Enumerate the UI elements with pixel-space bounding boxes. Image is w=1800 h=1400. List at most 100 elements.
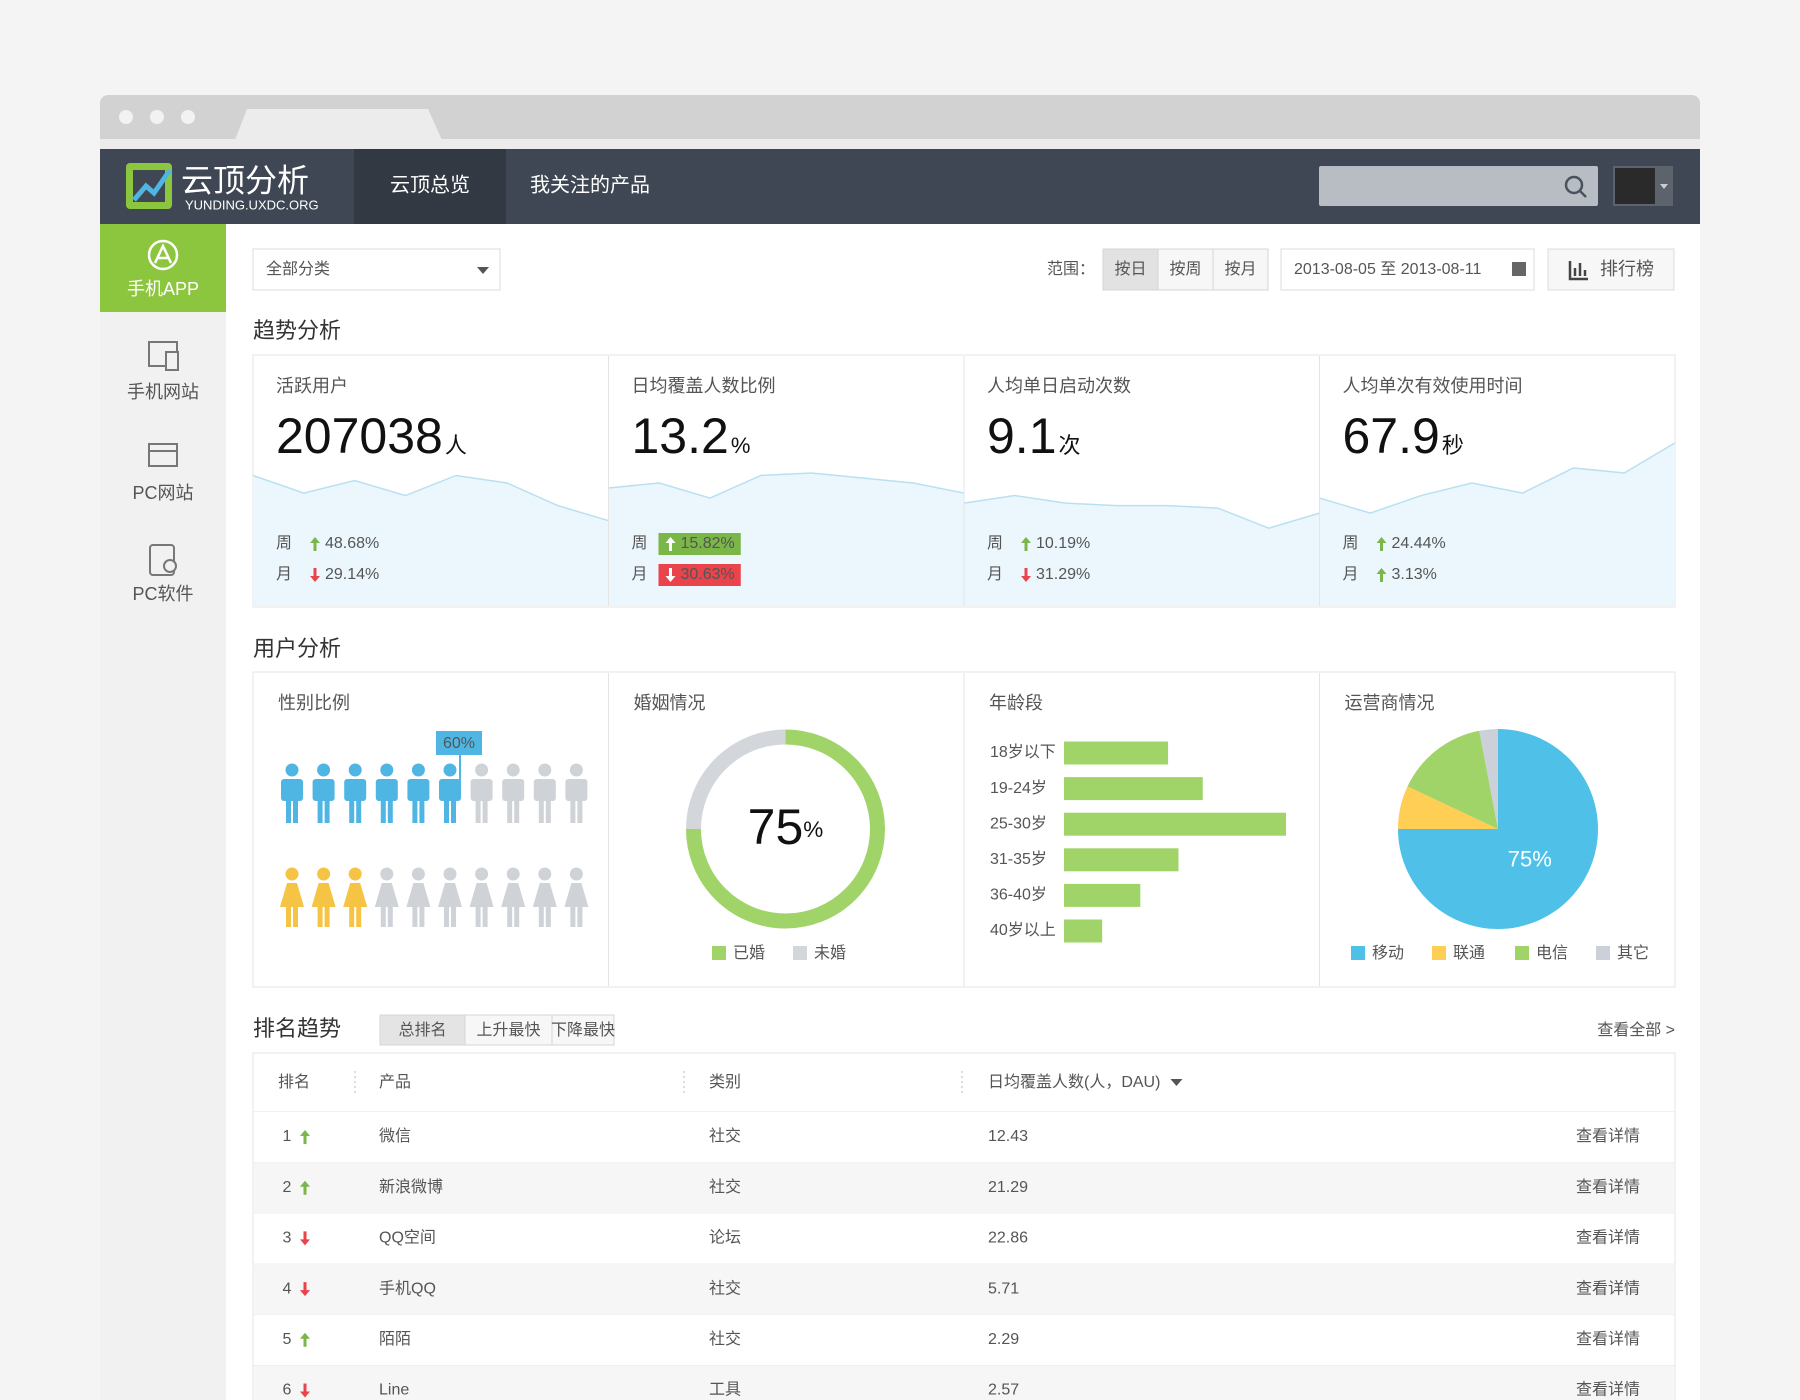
leg <box>538 799 544 823</box>
legend-label: 移动 <box>1372 944 1404 962</box>
pie-slice <box>1479 729 1498 829</box>
leg <box>545 799 551 823</box>
leg <box>412 799 418 823</box>
legend-label: 电信 <box>1536 944 1568 962</box>
change-value: 31.29% <box>1036 566 1090 583</box>
nav-item[interactable]: 我关注的产品 <box>530 173 650 196</box>
arrow-down <box>665 568 676 582</box>
rank: 6 <box>283 1382 292 1399</box>
y-tick-label: 18岁以下 <box>990 743 1056 761</box>
man-icon <box>502 779 525 801</box>
woman-icon <box>443 867 457 881</box>
tab[interactable] <box>379 1014 466 1046</box>
arrow-up <box>1021 537 1031 551</box>
table-row <box>254 1213 1674 1265</box>
search-icon[interactable] <box>1564 175 1584 195</box>
column-header[interactable]: 日均覆盖人数(人，DAU) <box>988 1073 1160 1091</box>
browser-tab[interactable] <box>235 109 442 140</box>
dau: 2.57 <box>988 1382 1019 1399</box>
detail-link[interactable]: 查看详情 <box>1576 1330 1640 1348</box>
range-label: 范围： <box>1047 260 1095 278</box>
product: 陌陌 <box>379 1330 411 1348</box>
pie-slice <box>1407 730 1498 829</box>
nav-item[interactable]: 云顶总览 <box>390 173 470 196</box>
view-all-link[interactable]: 查看全部 > <box>1597 1021 1675 1039</box>
legend-label: 其它 <box>1617 944 1649 962</box>
date-picker[interactable] <box>1280 248 1535 291</box>
leg <box>570 903 576 927</box>
man-icon <box>565 779 588 801</box>
leg <box>451 903 456 927</box>
leg <box>380 903 386 927</box>
bar <box>1064 848 1179 872</box>
metric-value: 67.9 <box>1343 408 1440 464</box>
sidebar-item[interactable]: PC软件 <box>132 584 193 604</box>
sidebar-item[interactable]: 手机网站 <box>127 382 199 402</box>
tab[interactable] <box>551 1014 615 1046</box>
leg <box>451 799 456 823</box>
bar <box>1064 812 1286 836</box>
donut-arc <box>686 729 786 830</box>
detail-link[interactable]: 查看详情 <box>1576 1229 1640 1247</box>
detail-link[interactable]: 查看详情 <box>1576 1127 1640 1145</box>
legend-swatch <box>1515 946 1529 960</box>
category-select[interactable] <box>252 248 501 291</box>
date-range: 2013-08-05 至 2013-08-11 <box>1294 261 1481 278</box>
leg <box>507 903 513 927</box>
window-dot[interactable] <box>181 110 195 124</box>
sidebar-item[interactable]: PC网站 <box>132 483 193 503</box>
arrow-up <box>1376 537 1387 551</box>
leg <box>387 903 393 927</box>
sidebar-item[interactable]: 手机APP <box>127 279 199 299</box>
category-select-text[interactable]: 全部分类 <box>266 260 330 278</box>
detail-link[interactable]: 查看详情 <box>1576 1381 1640 1399</box>
period-label: 周 <box>276 535 292 552</box>
app-icon <box>153 243 173 264</box>
sort-caret <box>1170 1079 1183 1086</box>
window-dot[interactable] <box>119 110 133 124</box>
legend-label: 未婚 <box>814 944 846 962</box>
dau: 21.29 <box>988 1179 1028 1196</box>
section-title: 趋势分析 <box>253 318 341 343</box>
woman-icon <box>506 867 520 881</box>
pc-software-icon <box>149 544 175 576</box>
arrow-up <box>300 1130 310 1144</box>
range-option[interactable]: 按月 <box>1224 260 1256 278</box>
section-title: 排名趋势 <box>253 1016 341 1041</box>
select-caret <box>477 267 489 274</box>
tab-label[interactable]: 上升最快 <box>476 1021 540 1039</box>
man-icon <box>380 763 394 777</box>
leg <box>349 799 355 823</box>
arrow-up <box>300 1332 310 1347</box>
leg <box>293 799 298 823</box>
dau: 12.43 <box>988 1128 1028 1145</box>
leg <box>482 799 488 823</box>
chart-title: 年龄段 <box>989 693 1043 713</box>
tab-label[interactable]: 下降最快 <box>551 1021 615 1039</box>
legend-label: 联通 <box>1453 944 1485 962</box>
search-box[interactable] <box>1319 166 1598 206</box>
product: 新浪微博 <box>379 1178 443 1196</box>
period-label: 月 <box>276 566 292 583</box>
tab-label[interactable]: 总排名 <box>398 1021 446 1039</box>
range-button[interactable] <box>1212 248 1269 291</box>
range-option[interactable]: 按日 <box>1114 260 1146 278</box>
ranking-button-text[interactable]: 排行榜 <box>1600 259 1654 279</box>
window-dot[interactable] <box>150 110 164 124</box>
leg <box>444 903 449 927</box>
logo-icon <box>132 168 173 202</box>
detail-link[interactable]: 查看详情 <box>1576 1279 1640 1297</box>
avatar-caret <box>1660 184 1668 189</box>
avatar-photo <box>1615 168 1655 204</box>
tab[interactable] <box>464 1014 553 1046</box>
range-option[interactable]: 按周 <box>1169 260 1201 278</box>
leg <box>356 903 362 927</box>
man-icon <box>285 763 299 777</box>
woman-icon <box>438 883 462 907</box>
bar <box>1064 741 1169 765</box>
detail-link[interactable]: 查看详情 <box>1576 1178 1640 1196</box>
woman-icon <box>311 883 336 907</box>
leg <box>577 799 583 823</box>
man-icon <box>470 779 493 801</box>
